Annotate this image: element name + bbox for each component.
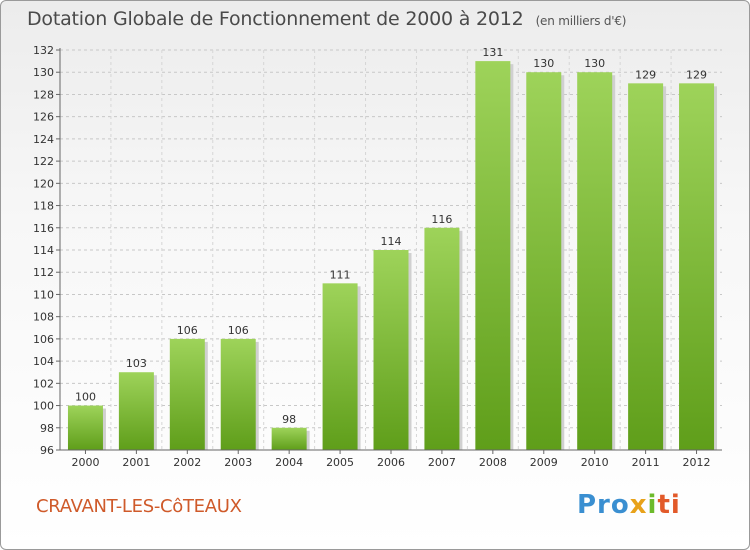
data-label: 106 — [177, 324, 198, 337]
bar — [271, 427, 307, 450]
data-label: 103 — [126, 357, 147, 370]
data-label: 130 — [533, 57, 554, 70]
data-label: 116 — [431, 213, 452, 226]
x-tick-label: 2002 — [173, 456, 201, 469]
y-tick-label: 112 — [33, 266, 54, 279]
data-label: 114 — [381, 235, 402, 248]
logo-part: i — [647, 490, 658, 520]
y-tick-label: 106 — [33, 333, 54, 346]
data-label: 111 — [330, 268, 351, 281]
y-tick-label: 108 — [33, 311, 54, 324]
x-tick-label: 2001 — [122, 456, 150, 469]
x-axis: 2000 2001 2002 2003 2004 2005 2006 2007 2008 2009… — [60, 449, 722, 469]
y-axis: 96 98 100 102 104 106 108 110 112 114 116 118 120 122… — [33, 44, 61, 457]
bar — [67, 405, 103, 450]
logo-part: Pro — [577, 490, 630, 520]
x-tick-label: 2011 — [632, 456, 660, 469]
bar — [373, 250, 409, 450]
data-label: 129 — [686, 68, 707, 81]
chart-title: Dotation Globale de Fonctionnement de 20… — [27, 8, 626, 30]
y-tick-label: 124 — [33, 133, 54, 146]
y-tick-label: 120 — [33, 177, 54, 190]
x-tick-label: 2007 — [428, 456, 456, 469]
data-label: 129 — [635, 68, 656, 81]
y-tick-label: 104 — [33, 355, 54, 368]
x-tick-label: 2005 — [326, 456, 354, 469]
y-tick-label: 118 — [33, 200, 54, 213]
x-tick-label: 2004 — [275, 456, 303, 469]
y-tick-label: 122 — [33, 155, 54, 168]
data-label: 130 — [584, 57, 605, 70]
logo-part: x — [629, 490, 648, 520]
data-label: 98 — [282, 413, 296, 426]
y-tick-label: 102 — [33, 377, 54, 390]
x-tick-label: 2003 — [224, 456, 252, 469]
y-tick-label: 116 — [33, 222, 54, 235]
bars — [67, 61, 718, 450]
bar — [628, 83, 664, 450]
unit-label: (en milliers d'€) — [535, 14, 627, 28]
data-label: 106 — [228, 324, 249, 337]
bar — [169, 338, 205, 450]
y-tick-label: 130 — [33, 66, 54, 79]
x-tick-label: 2008 — [479, 456, 507, 469]
y-tick-label: 100 — [33, 400, 54, 413]
bar — [526, 72, 562, 450]
x-tick-label: 2012 — [683, 456, 711, 469]
y-tick-label: 126 — [33, 111, 54, 124]
bar — [220, 338, 256, 450]
bar — [679, 83, 715, 450]
y-tick-label: 128 — [33, 88, 54, 101]
title-text: Dotation Globale de Fonctionnement de 20… — [27, 8, 524, 30]
commune-name: CRAVANT-LES-CôTEAUX — [36, 496, 242, 517]
y-tick-label: 98 — [40, 422, 54, 435]
y-tick-label: 114 — [33, 244, 54, 257]
proxiti-logo[interactable]: Proxiti — [577, 490, 681, 520]
bar — [322, 283, 358, 450]
bar — [118, 372, 154, 450]
bar — [424, 227, 460, 450]
x-tick-label: 2009 — [530, 456, 558, 469]
x-tick-label: 2000 — [71, 456, 99, 469]
x-tick-label: 2006 — [377, 456, 405, 469]
x-tick-label: 2010 — [581, 456, 609, 469]
data-labels: 100 103 106 106 98 111 114 116 131 130 130 129 129 — [75, 46, 707, 426]
data-label: 100 — [75, 391, 96, 404]
y-tick-label: 110 — [33, 288, 54, 301]
logo-part: ti — [657, 490, 681, 520]
y-tick-label: 96 — [40, 444, 54, 457]
y-tick-label: 132 — [33, 44, 54, 57]
bar — [475, 61, 511, 450]
data-label: 131 — [482, 46, 503, 59]
bar — [577, 72, 613, 450]
